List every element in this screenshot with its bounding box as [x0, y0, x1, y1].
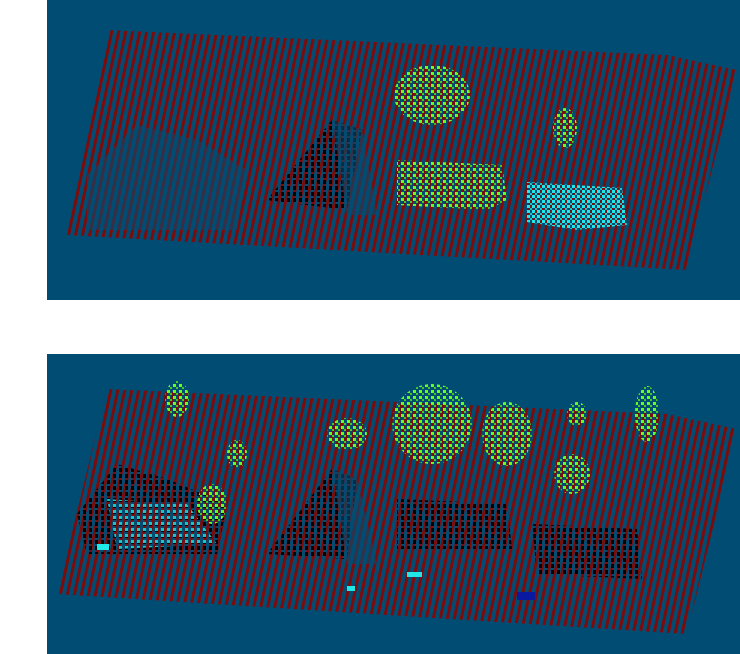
top-left-structure: [87, 125, 247, 230]
bottom-tree-small-4: [327, 418, 367, 450]
bottom-center-roof-side: [332, 469, 377, 564]
top-tree-2: [553, 108, 577, 148]
bottom-left-house-cyan: [107, 499, 217, 549]
bottom-black-building-1: [397, 499, 512, 549]
bottom-point-cloud-svg: [47, 354, 740, 654]
bottom-cyan-speckle-1: [407, 572, 422, 577]
bottom-cyan-speckle-2: [347, 586, 355, 591]
point-cloud-panel-bottom: [47, 354, 740, 654]
bottom-tree-small-1: [165, 381, 189, 417]
bottom-black-building-2: [532, 524, 642, 579]
bottom-blue-marker: [517, 592, 535, 600]
top-cyan-building: [527, 182, 627, 230]
bottom-tree-large-3: [554, 454, 590, 494]
bottom-tree-small-2: [197, 484, 227, 524]
bottom-tree-large-5: [567, 402, 587, 426]
top-center-roof-side: [332, 120, 377, 215]
bottom-tree-large-2: [482, 402, 532, 466]
bottom-center-roof: [267, 469, 357, 559]
bottom-tree-small-3: [227, 440, 247, 468]
top-point-cloud-svg: [47, 0, 740, 300]
bottom-tree-large-1: [392, 384, 472, 464]
bottom-cyan-speckle-3: [97, 544, 109, 550]
top-tree-1: [394, 65, 470, 125]
bottom-tree-large-4: [635, 386, 659, 442]
point-cloud-panel-top: [47, 0, 740, 300]
top-green-building: [397, 160, 507, 210]
